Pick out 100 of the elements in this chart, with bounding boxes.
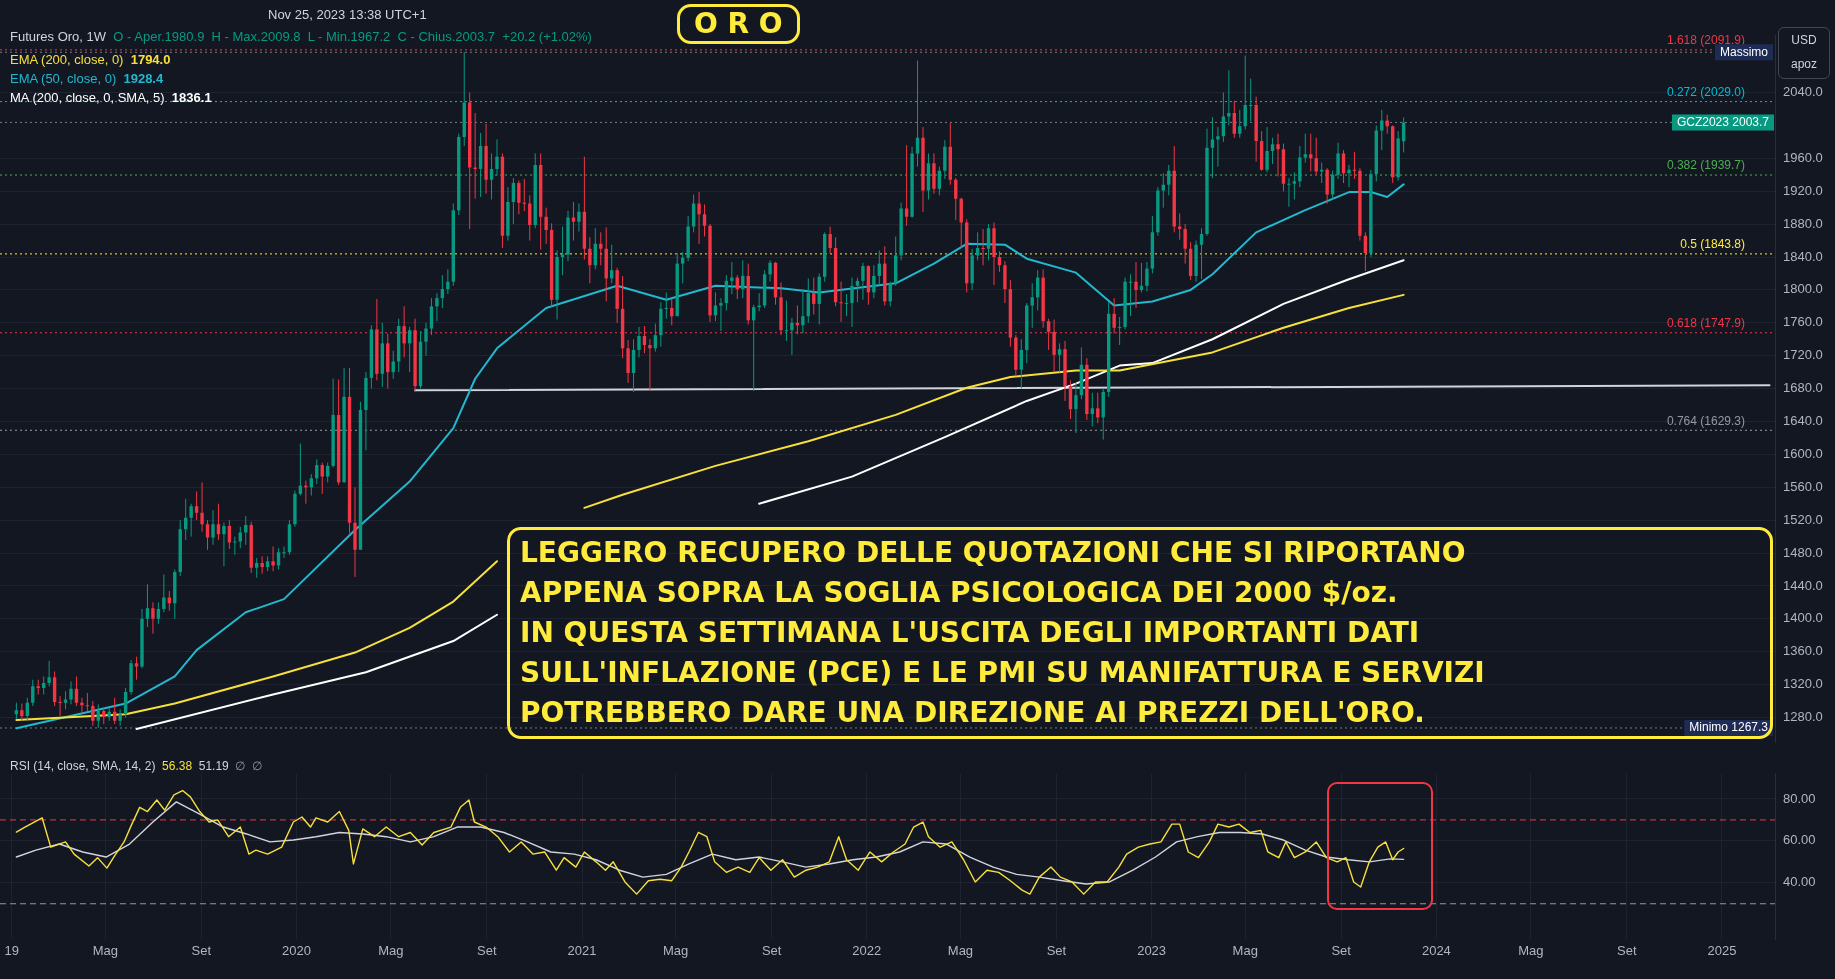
text: EMA (200, close, 0) xyxy=(10,52,125,67)
x-tick-label: Mag xyxy=(1518,942,1544,958)
x-tick-label: Set xyxy=(1331,942,1352,958)
candlestick xyxy=(1221,92,1226,143)
y-tick-label: 1920.0 xyxy=(1783,182,1823,198)
y-tick-label: 1360.0 xyxy=(1783,643,1823,659)
candlestick xyxy=(1117,316,1122,346)
candlestick xyxy=(69,680,73,705)
chart-title: RSI (14, close, SMA, 14, 2) xyxy=(10,759,157,773)
y-tick-label: 1600.0 xyxy=(1783,445,1823,461)
ref-line-label: GCZ2023 2003.7 xyxy=(1676,114,1770,129)
candlestick xyxy=(1330,170,1335,200)
x-tick-label: Set xyxy=(1617,942,1637,958)
candlestick xyxy=(872,264,876,299)
y-tick-label: 60.00 xyxy=(1783,832,1816,848)
ref-line-label: 0.764 (1629.3) xyxy=(1666,413,1745,428)
candlestick xyxy=(282,545,286,559)
y-tick-label: 1840.0 xyxy=(1783,248,1823,264)
annotation: 1836.1 xyxy=(171,90,212,105)
y-tick-label: 2040.0 xyxy=(1783,84,1823,100)
candlestick xyxy=(63,690,68,710)
candlestick xyxy=(91,700,95,727)
candlestick xyxy=(861,262,865,301)
candlestick xyxy=(1019,338,1024,390)
candlestick xyxy=(151,601,155,635)
candlestick xyxy=(473,112,477,200)
candlestick xyxy=(320,462,324,495)
y-tick-label: 1280.0 xyxy=(1783,709,1823,725)
candlestick xyxy=(200,481,204,533)
y-tick-label: 1880.0 xyxy=(1783,215,1823,231)
x-tick-label: Set xyxy=(761,942,782,958)
x-tick-label: 19 xyxy=(4,942,19,958)
candlestick xyxy=(1030,282,1034,329)
candlestick xyxy=(702,203,707,237)
candlestick xyxy=(697,191,701,245)
candlestick xyxy=(1238,109,1242,139)
candlestick xyxy=(1128,273,1133,317)
y-tick-label: 1720.0 xyxy=(1783,347,1823,363)
x-tick-label: 2024 xyxy=(1421,942,1451,958)
y-tick-label: 40.00 xyxy=(1783,874,1816,890)
candlestick xyxy=(435,292,439,322)
candlestick xyxy=(1276,133,1280,177)
y-tick-label: 1480.0 xyxy=(1783,544,1823,560)
candlestick xyxy=(1341,149,1346,184)
candlestick xyxy=(517,180,521,215)
candlestick xyxy=(1298,145,1302,188)
candlestick xyxy=(489,152,494,200)
candlestick xyxy=(648,338,652,391)
candlestick xyxy=(1292,171,1297,200)
x-tick-label: Set xyxy=(477,942,497,958)
candlestick xyxy=(1287,177,1291,208)
candlestick xyxy=(222,522,226,567)
candlestick xyxy=(145,583,150,628)
candlestick xyxy=(1303,133,1308,163)
annotation: O - Aper.1980.9 H - Max.2009.8 L - Min.1967.2 C - Chius.2003.7 +20.2 (+1.02%) xyxy=(113,29,592,44)
y-tick-label: 1320.0 xyxy=(1783,676,1823,692)
candlestick xyxy=(1270,137,1275,165)
x-tick-label: Set xyxy=(1046,942,1067,958)
y-tick-label: 1440.0 xyxy=(1783,577,1823,593)
candlestick xyxy=(446,268,450,295)
candlestick xyxy=(1090,392,1095,427)
candlestick xyxy=(194,490,199,521)
candlestick xyxy=(522,178,527,212)
chart-title: O R O xyxy=(677,4,800,44)
candlestick xyxy=(80,697,84,714)
candlestick xyxy=(544,207,548,245)
candlestick xyxy=(1003,260,1007,304)
text: MA (200, close, 0, SMA, 5) xyxy=(10,90,166,105)
candlestick xyxy=(325,462,330,483)
ref-line-label: Minimo 1267.3 xyxy=(1689,720,1769,735)
candlestick xyxy=(719,297,723,332)
text: EMA (50, close, 0) xyxy=(10,71,118,86)
candlestick xyxy=(1210,116,1215,179)
ref-line-label: 0.618 (1747.9) xyxy=(1666,316,1745,331)
x-tick-label: 2021 xyxy=(567,942,597,958)
x-tick-label: Set xyxy=(191,942,212,958)
candlestick xyxy=(943,139,947,180)
candlestick xyxy=(424,322,428,357)
x-tick-label: 2022 xyxy=(852,942,882,958)
annotation: LEGGERO RECUPERO DELLE QUOTAZIONI CHE SI RIPORTANO APPENA SOPRA LA SOGLIA PSICOLOGICA DEI 2000 $/oz. IN QUESTA SETTIMANA L'USCITA DEGLI IMPORTANTI DATI SULL'INFLAZIONE (PCE) E LE PMI SU MANIFATTURA E SERVIZI POTREBBERO DARE UNA DIREZIONE AI PREZZI DELL'ORO. xyxy=(520,536,1485,729)
candlestick xyxy=(189,503,193,538)
candlestick xyxy=(1134,261,1138,309)
candlestick xyxy=(1248,78,1253,122)
candlestick xyxy=(1314,137,1318,176)
candlestick xyxy=(801,288,805,334)
ref-line-label: 0.382 (1939.7) xyxy=(1666,158,1745,173)
candlestick xyxy=(47,660,51,687)
candlestick xyxy=(844,293,849,317)
y-tick-label: 80.00 xyxy=(1783,790,1816,806)
candlestick xyxy=(167,590,172,612)
x-tick-label: Mag xyxy=(663,942,689,958)
annotation: 1928.4 xyxy=(123,71,164,86)
y-tick-label: 1560.0 xyxy=(1783,478,1823,494)
candlestick xyxy=(134,656,139,681)
candlestick xyxy=(85,692,90,712)
candlestick xyxy=(58,695,62,717)
candlestick xyxy=(784,300,789,342)
candlestick xyxy=(839,281,843,323)
x-tick-label: 2020 xyxy=(282,942,311,958)
annotation: 1794.0 xyxy=(130,52,171,67)
